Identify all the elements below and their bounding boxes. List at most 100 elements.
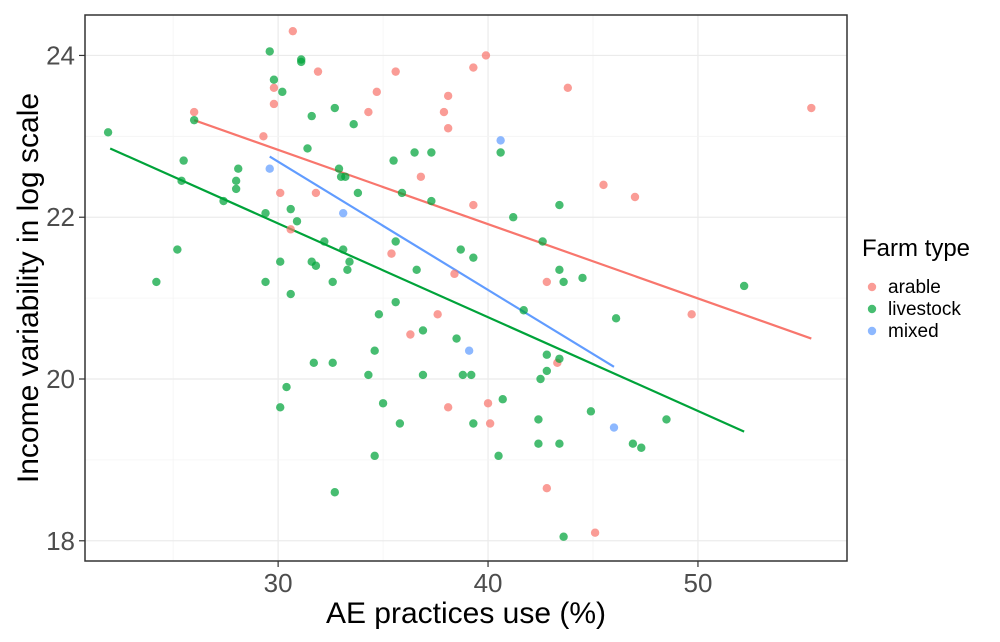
point-livestock	[278, 87, 287, 97]
point-livestock	[559, 277, 568, 287]
point-livestock	[179, 156, 188, 165]
point-livestock	[467, 370, 476, 380]
point-livestock	[555, 200, 564, 210]
point-livestock	[469, 253, 478, 262]
point-arable	[807, 103, 816, 113]
point-livestock	[364, 370, 373, 380]
point-livestock	[231, 176, 241, 186]
y-tick-label: 20	[46, 364, 75, 394]
point-arable	[433, 310, 442, 319]
point-livestock	[395, 419, 405, 428]
point-arable	[364, 107, 373, 117]
y-tick-label: 24	[46, 40, 75, 70]
point-livestock	[542, 350, 552, 359]
point-livestock	[555, 439, 564, 448]
grid-lines	[85, 15, 847, 561]
point-livestock	[328, 358, 337, 368]
point-livestock	[311, 261, 321, 270]
point-arable	[313, 67, 323, 76]
point-livestock	[739, 281, 749, 291]
x-axis-ticks: 30 40 50	[264, 561, 712, 598]
point-livestock	[611, 314, 621, 323]
point-livestock	[452, 334, 461, 343]
point-livestock	[389, 156, 398, 165]
point-livestock	[586, 407, 596, 416]
legend-label-arable: arable	[888, 277, 941, 298]
point-livestock	[542, 366, 552, 376]
point-livestock	[334, 164, 344, 173]
plot-border	[84, 14, 848, 562]
point-livestock	[469, 419, 478, 428]
point-mixed	[496, 136, 505, 145]
point-mixed	[609, 423, 619, 432]
x-tick-label: 50	[683, 568, 712, 598]
point-livestock	[559, 532, 568, 541]
point-livestock	[427, 196, 436, 206]
legend-key-arable	[867, 282, 877, 292]
point-livestock	[410, 148, 419, 157]
point-livestock	[341, 172, 350, 181]
point-arable	[443, 124, 453, 133]
point-livestock	[534, 439, 543, 448]
point-livestock	[353, 188, 363, 198]
point-livestock	[538, 237, 547, 246]
legend-key-livestock	[867, 304, 877, 314]
point-livestock	[458, 370, 468, 380]
point-livestock	[219, 196, 228, 206]
point-livestock	[555, 265, 564, 274]
point-livestock	[330, 488, 340, 497]
point-arable	[387, 249, 396, 258]
point-arable	[443, 91, 453, 101]
point-arable	[450, 269, 459, 279]
legend-title: Farm type	[862, 235, 970, 262]
point-livestock	[418, 326, 428, 335]
point-livestock	[536, 374, 545, 384]
point-livestock	[276, 257, 285, 266]
y-axis-title: Income variability in log scale	[12, 93, 45, 483]
point-livestock	[370, 451, 379, 461]
y-axis-ticks: 18 20 22 24	[46, 40, 85, 556]
point-arable	[311, 188, 321, 198]
x-axis-title: AE practices use (%)	[326, 597, 606, 630]
point-livestock	[286, 289, 295, 299]
point-livestock	[374, 310, 384, 319]
point-arable	[372, 87, 381, 97]
point-livestock	[177, 176, 186, 186]
point-livestock	[534, 415, 543, 424]
point-livestock	[391, 297, 400, 307]
point-livestock	[307, 111, 316, 121]
point-livestock	[292, 217, 302, 226]
point-livestock	[637, 443, 646, 452]
data-points	[103, 26, 816, 541]
plot-background	[85, 15, 847, 561]
point-livestock	[265, 47, 274, 56]
trend-line-mixed	[269, 155, 615, 368]
point-arable	[483, 399, 493, 408]
point-arable	[590, 528, 600, 537]
point-livestock	[349, 120, 358, 129]
point-arable	[416, 172, 426, 181]
point-arable	[189, 107, 199, 117]
point-arable	[439, 107, 449, 117]
point-arable	[542, 484, 552, 493]
point-livestock	[328, 277, 337, 287]
point-livestock	[320, 237, 329, 246]
point-livestock	[378, 399, 388, 408]
point-livestock	[628, 439, 638, 448]
point-livestock	[494, 451, 503, 461]
point-livestock	[269, 75, 279, 84]
point-livestock	[498, 395, 507, 404]
point-livestock	[152, 277, 161, 287]
point-livestock	[370, 346, 379, 355]
x-tick-label: 40	[474, 568, 503, 598]
point-livestock	[234, 164, 243, 173]
point-livestock	[509, 213, 518, 222]
point-mixed	[464, 346, 474, 355]
point-livestock	[303, 144, 312, 153]
point-livestock	[555, 354, 564, 363]
y-tick-label: 18	[46, 526, 75, 556]
point-arable	[288, 26, 298, 36]
point-arable	[259, 132, 268, 141]
point-arable	[630, 192, 640, 202]
